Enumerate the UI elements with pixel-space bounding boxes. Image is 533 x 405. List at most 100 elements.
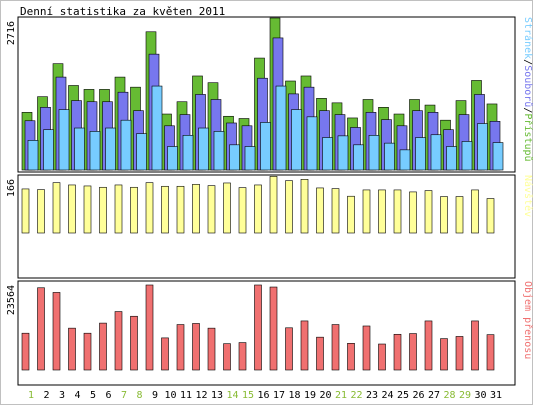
day-label-9: 9 (152, 390, 158, 401)
bar-kbytes-day-9 (145, 284, 154, 371)
bar-visits-day-8 (130, 186, 138, 234)
bar-pages-day-9 (151, 85, 163, 171)
bar-kbytes-day-10 (161, 337, 169, 371)
bar-visits-day-17 (269, 176, 278, 234)
bar-visits-day-22 (347, 195, 355, 234)
day-label-24: 24 (381, 390, 393, 401)
day-label-14: 14 (226, 390, 238, 401)
bar-visits-day-29 (455, 196, 464, 234)
bar-visits-day-27 (424, 190, 433, 234)
bar-pages-day-12 (198, 127, 209, 171)
bar-kbytes-day-30 (471, 320, 479, 371)
bar-pages-day-2 (43, 129, 54, 171)
day-label-3: 3 (59, 390, 65, 401)
bar-kbytes-day-19 (300, 320, 309, 371)
bar-visits-day-12 (192, 183, 200, 234)
bar-kbytes-day-27 (424, 320, 433, 371)
day-axis: 1 2 3 4 5 6 7 8 9 10 11 12 13 14 15 16 17 18 19 20 21 22 23 24 2… (28, 390, 502, 401)
day-label-12: 12 (195, 390, 207, 401)
day-label-7: 7 (121, 390, 127, 401)
bar-pages-day-8 (136, 133, 147, 171)
bar-pages-day-22 (353, 144, 364, 171)
day-label-27: 27 (428, 390, 440, 401)
day-label-4: 4 (74, 390, 80, 401)
bar-pages-day-14 (229, 144, 240, 171)
bar-visits-day-18 (285, 180, 293, 234)
bar-visits-day-11 (176, 185, 185, 234)
bar-kbytes-day-21 (331, 324, 340, 371)
bar-kbytes-day-4 (68, 327, 76, 371)
bar-pages-day-21 (337, 135, 349, 171)
legend-entry-visits: Návštěv (522, 175, 533, 217)
bar-pages-day-29 (461, 141, 473, 171)
bar-kbytes-day-23 (362, 325, 371, 371)
day-label-20: 20 (319, 390, 331, 401)
bar-kbytes-day-2 (37, 287, 45, 371)
day-label-10: 10 (164, 390, 176, 401)
day-label-25: 25 (397, 390, 409, 401)
bar-kbytes-day-25 (393, 333, 402, 371)
chart-title: Denní statistika za květen 2011 (20, 5, 225, 18)
day-label-17: 17 (273, 390, 285, 401)
bar-kbytes-day-6 (99, 322, 107, 371)
day-label-30: 30 (474, 390, 486, 401)
bar-kbytes-day-31 (486, 334, 495, 371)
bar-kbytes-day-28 (440, 338, 448, 371)
bar-visits-day-20 (316, 187, 324, 234)
day-label-19: 19 (304, 390, 316, 401)
bar-kbytes-day-29 (455, 336, 464, 371)
bar-visits-day-16 (254, 184, 262, 234)
day-label-8: 8 (136, 390, 142, 401)
bar-pages-day-18 (291, 109, 302, 171)
day-label-31: 31 (490, 390, 502, 401)
bar-pages-day-6 (105, 127, 116, 171)
bar-kbytes-day-7 (114, 311, 123, 371)
legend-entry-hits: Přístupů (522, 113, 533, 161)
bar-pages-day-27 (430, 134, 442, 171)
bar-pages-day-5 (89, 131, 101, 171)
bar-visits-day-5 (83, 185, 92, 234)
panel-visits: 166 Návštěv (6, 174, 533, 279)
day-label-18: 18 (288, 390, 300, 401)
bar-kbytes-day-24 (378, 343, 386, 371)
bar-kbytes-day-14 (223, 343, 231, 371)
legend-entry-pages: Stránek (522, 17, 533, 59)
day-label-2: 2 (43, 390, 49, 401)
bar-kbytes-day-12 (192, 323, 200, 371)
bar-pages-day-1 (27, 140, 39, 171)
day-label-6: 6 (105, 390, 111, 401)
bar-visits-day-2 (37, 189, 45, 234)
day-label-1: 1 (28, 390, 34, 401)
bar-kbytes-day-18 (285, 327, 293, 371)
bar-visits-day-31 (486, 198, 495, 234)
bar-kbytes-day-5 (83, 332, 92, 371)
day-label-13: 13 (211, 390, 223, 401)
bar-pages-day-7 (120, 119, 132, 171)
bar-kbytes-day-15 (238, 342, 247, 371)
bar-visits-day-14 (223, 182, 231, 234)
bar-visits-day-13 (207, 185, 216, 234)
bar-pages-day-20 (322, 137, 333, 171)
bar-kbytes-day-13 (207, 327, 216, 371)
day-label-5: 5 (90, 390, 96, 401)
bar-visits-day-6 (99, 186, 107, 234)
bar-visits-day-7 (114, 184, 123, 234)
day-label-23: 23 (366, 390, 378, 401)
bar-visits-day-23 (362, 189, 371, 234)
legend-entry-kbytes: Objem přenosu (522, 281, 533, 359)
bar-pages-day-26 (415, 137, 426, 171)
bar-visits-day-26 (409, 191, 417, 234)
bar-visits-day-24 (378, 189, 386, 234)
bar-visits-day-3 (52, 182, 61, 234)
bar-kbytes-day-17 (269, 286, 278, 371)
legend: Stránek/Souborů/Přístupů (522, 17, 533, 162)
panel-frame (17, 16, 516, 173)
day-label-21: 21 (335, 390, 347, 401)
bar-kbytes-day-8 (130, 315, 138, 371)
bar-visits-day-9 (145, 182, 154, 234)
bar-pages-day-13 (213, 131, 225, 171)
y-max-label: 23564 (6, 285, 17, 315)
bar-pages-day-17 (275, 85, 287, 171)
